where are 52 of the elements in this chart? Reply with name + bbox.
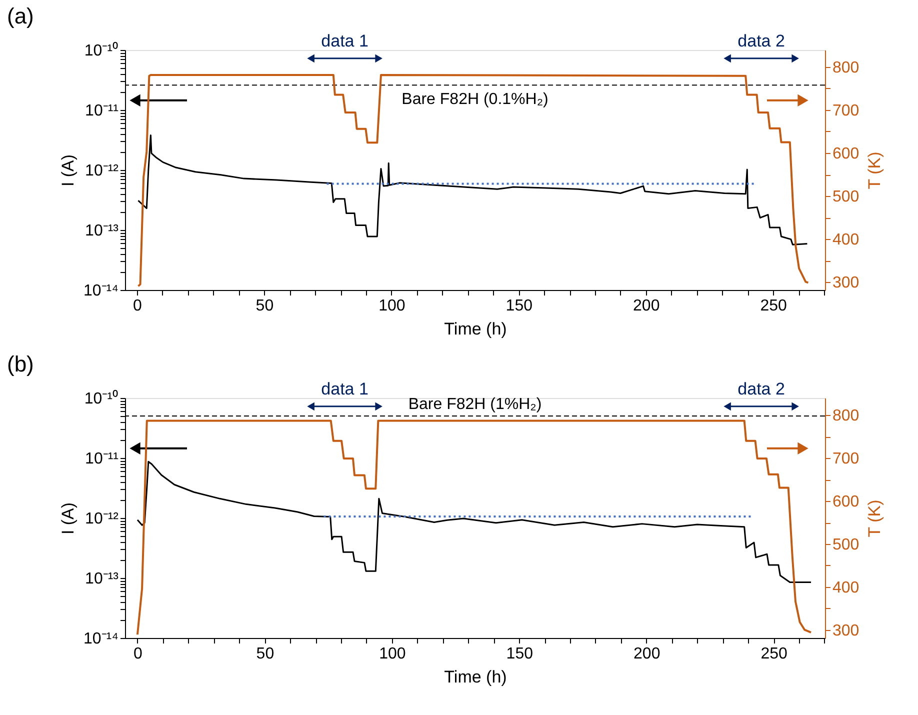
y2-tick-label: 500: [832, 536, 860, 554]
x-tick-label: 150: [506, 298, 533, 314]
y-tick-label: 10⁻¹³: [85, 570, 120, 588]
text: data 2: [738, 379, 785, 398]
y-tick-label: 10⁻¹²: [85, 162, 120, 180]
x-axis-title: Time (h): [444, 320, 507, 338]
y-tick-label: 10⁻¹⁰: [84, 42, 118, 60]
chart-title: (a): [7, 3, 34, 28]
x-tick-label: 200: [634, 646, 660, 662]
y2-tick-label: 500: [832, 188, 860, 206]
y2-axis-title: T (K): [865, 500, 884, 538]
y-tick-label: 10⁻¹¹: [85, 102, 118, 120]
line-series: [136, 460, 812, 583]
x-tick-label: 0: [134, 646, 143, 662]
y2-tick-label: 800: [832, 59, 860, 76]
y-tick-label: 10⁻¹²: [85, 510, 120, 528]
y2-tick-label: 600: [832, 494, 860, 511]
x-tick-label: 150: [506, 646, 534, 662]
x-tick-label: 50: [256, 646, 274, 662]
text: data 2: [738, 31, 785, 50]
line-series: [137, 74, 810, 288]
y-tick-label: 10⁻¹³: [85, 222, 120, 240]
x-tick-label: 50: [256, 298, 274, 314]
x-tick-label: 250: [760, 298, 788, 314]
y-tick-label: 10⁻¹¹: [85, 450, 118, 468]
line-series: [136, 420, 812, 636]
text: data 1: [321, 379, 368, 398]
x-tick-label: 0: [133, 298, 142, 314]
line-series: [137, 134, 808, 246]
y2-tick-label: 400: [832, 232, 860, 249]
ref-line-label: Bare F82H (0.1%H₂): [402, 91, 548, 108]
x-tick-label: 100: [379, 646, 406, 662]
y2-axis-title: T (K): [865, 152, 884, 190]
y-tick-label: 10⁻¹⁴: [84, 282, 119, 300]
y2-tick-label: 700: [832, 450, 860, 468]
y2-tick-label: 700: [832, 102, 860, 120]
y-tick-label: 10⁻¹⁴: [84, 630, 119, 648]
x-tick-label: 250: [760, 646, 788, 662]
y2-tick-label: 400: [832, 579, 860, 596]
x-tick-label: 200: [633, 298, 660, 314]
y2-tick-label: 600: [832, 145, 860, 162]
y-tick-label: 10⁻¹⁰: [84, 390, 118, 408]
ref-line-label: Bare F82H (1%H₂): [408, 396, 542, 414]
text: data 1: [321, 31, 368, 50]
chart-title: (b): [7, 351, 34, 376]
y-axis-title: I (A): [58, 154, 78, 187]
y2-tick-label: 300: [832, 274, 860, 292]
x-axis-title: Time (h): [444, 668, 507, 686]
y2-tick-label: 800: [832, 408, 860, 425]
y2-tick-label: 300: [832, 622, 860, 640]
y-axis-title: I (A): [58, 502, 78, 535]
x-tick-label: 100: [378, 298, 406, 314]
